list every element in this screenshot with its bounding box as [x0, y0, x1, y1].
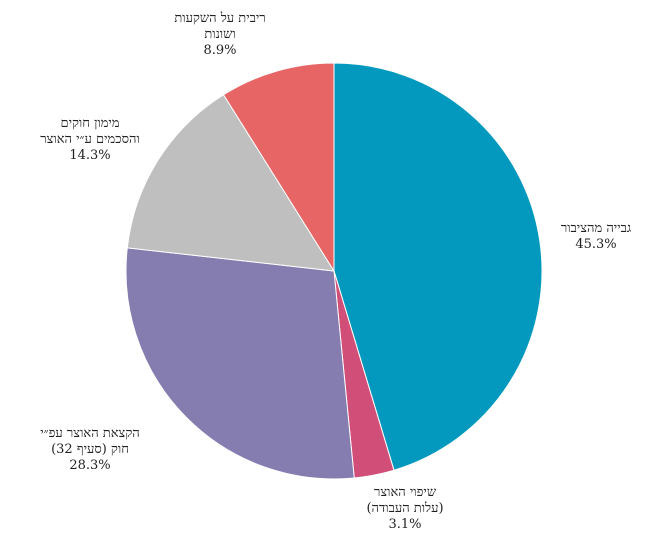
slice-label-treasury-allocation: חוק (סעיף 32) [51, 442, 129, 457]
slice-label-treasury-allocation: הקצאת האוצר עפ״י [40, 426, 140, 441]
pie-slice-laws-agreements-funding [126, 94, 335, 272]
slice-value-treasury-allocation: 28.3% [69, 458, 110, 473]
slice-value-public-collection: 45.3% [575, 237, 616, 252]
slice-label-treasury-indemnity: שיפוי האוצר [374, 485, 437, 500]
slice-value-laws-agreements-funding: 14.3% [69, 148, 110, 163]
slice-value-treasury-indemnity: 3.1% [388, 517, 421, 532]
slice-label-public-collection: גבייה מהציבור [561, 221, 631, 236]
pie-slice-treasury-allocation [125, 247, 355, 480]
slice-label-laws-agreements-funding: מימון חוקים [60, 116, 119, 131]
slice-value-interest-misc: 8.9% [203, 43, 236, 58]
pie-slice-public-collection [333, 62, 543, 471]
slice-label-interest-misc: ריבית על השקעות [174, 11, 265, 26]
pie-slice-interest-misc [222, 62, 335, 273]
pie-slices [125, 62, 543, 480]
slice-label-interest-misc: ושונות [204, 27, 235, 42]
slice-label-laws-agreements-funding: והסכמים ע״י האוצר [40, 132, 140, 147]
slice-label-treasury-indemnity: (עלות העבודה) [366, 501, 443, 516]
